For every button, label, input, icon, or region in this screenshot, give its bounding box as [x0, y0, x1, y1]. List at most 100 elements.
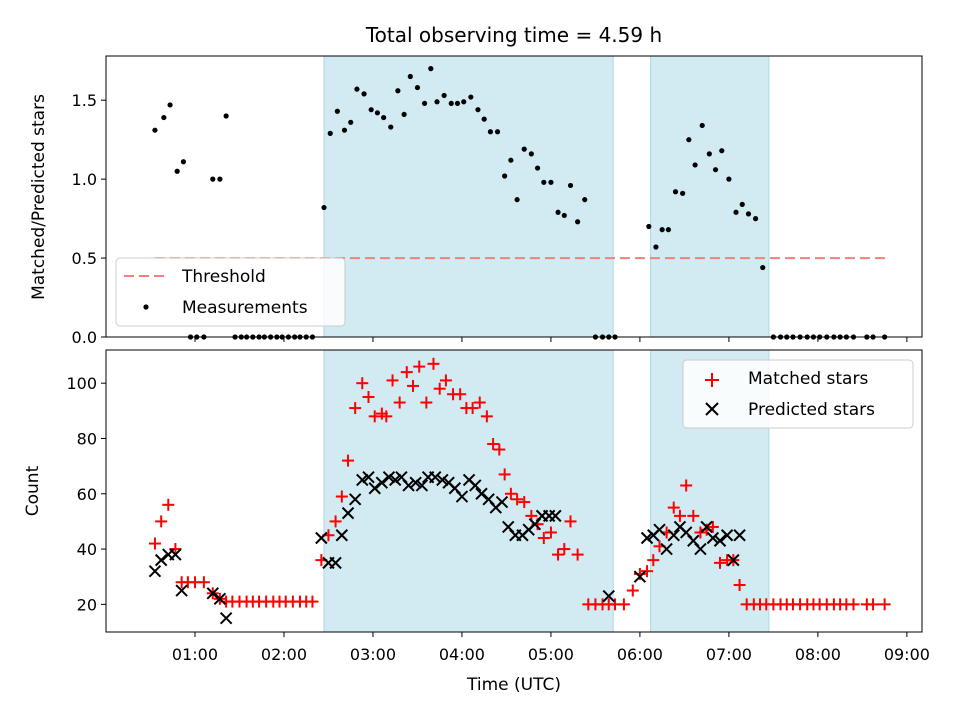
matched-star-point — [564, 515, 577, 528]
measurement-point — [541, 179, 547, 185]
matched-star-point — [680, 479, 693, 492]
predicted-star-point — [653, 523, 666, 536]
matched-star-point — [342, 454, 355, 467]
measurement-point — [374, 110, 381, 116]
measurement-point — [348, 119, 354, 125]
x-tick-label: 03:00 — [350, 645, 396, 664]
predicted-star-stroke — [395, 470, 408, 484]
matched-star-point — [306, 595, 319, 608]
matched-star-point — [420, 396, 433, 409]
predicted-star-point — [375, 476, 389, 489]
predicted-star-point — [469, 479, 482, 492]
measurement-point — [739, 201, 745, 207]
predicted-star-point — [341, 506, 355, 520]
predicted-star-stroke — [169, 548, 182, 561]
measurement-point — [361, 91, 367, 97]
measurement-point — [672, 189, 679, 195]
measurement-point — [441, 92, 447, 99]
measurement-points — [152, 66, 888, 340]
matched-star-point — [673, 509, 686, 522]
predicted-star-point — [660, 542, 673, 556]
matched-star-point — [511, 493, 524, 506]
measurement-point — [508, 157, 514, 163]
predicted-star-point — [348, 493, 362, 506]
matched-star-point — [362, 391, 375, 403]
matched-star-point — [847, 598, 860, 611]
measurement-point — [180, 159, 187, 165]
matched-star-point — [427, 357, 440, 370]
predicted-star-point — [154, 553, 168, 567]
y-tick-label: 80 — [77, 429, 97, 448]
measurement-point — [341, 127, 348, 133]
matched-star-point — [393, 396, 406, 409]
predicted-star-point — [213, 592, 227, 606]
legend-measurements-swatch — [143, 304, 149, 310]
matched-star-point — [687, 509, 700, 522]
predicted-star-stroke — [409, 476, 422, 489]
predicted-star-stroke — [455, 490, 469, 503]
predicted-star-point — [148, 564, 162, 578]
y-tick-label: 100 — [66, 374, 97, 393]
predicted-star-point — [409, 476, 422, 489]
measurement-point — [167, 102, 173, 108]
measurement-point — [354, 86, 360, 92]
measurement-point — [434, 99, 440, 105]
predicted-star-point — [368, 482, 381, 495]
predicted-star-stroke — [219, 611, 233, 625]
predicted-star-stroke — [475, 487, 488, 500]
predicted-star-stroke — [727, 553, 740, 567]
matched-star-point — [380, 410, 393, 423]
predicted-star-stroke — [341, 506, 355, 520]
measurement-point — [514, 197, 520, 203]
predicted-star-point — [206, 587, 219, 600]
bottom-x-ticks: 01:00 02:00 03:00 04:00 05:00 06:00 07:00 08:00… — [172, 632, 930, 664]
measurement-point — [454, 100, 461, 106]
predicted-star-stroke — [448, 482, 462, 495]
matched-star-point — [349, 402, 362, 415]
matched-star-point — [487, 438, 500, 450]
bottom-y-axis-label: Count — [23, 465, 43, 516]
x-tick-label: 09:00 — [884, 645, 930, 664]
predicted-star-point — [219, 611, 233, 625]
matched-star-point — [480, 410, 493, 423]
measurement-point — [719, 148, 725, 154]
matched-star-point — [335, 490, 348, 503]
matched-star-point — [356, 377, 369, 390]
matched-star-point — [617, 598, 630, 611]
measurement-point — [745, 211, 752, 217]
predicted-star-stroke — [442, 476, 455, 489]
x-axis-label: Time (UTC) — [466, 675, 561, 695]
predicted-star-stroke — [415, 479, 429, 492]
predicted-star-stroke — [375, 476, 389, 489]
predicted-star-point — [700, 520, 713, 534]
matched-star-point — [633, 567, 646, 580]
observing-band — [323, 55, 614, 338]
measurement-point — [414, 84, 421, 91]
top-legend-box — [115, 257, 346, 327]
matched-star-point — [878, 598, 891, 611]
matched-star-point — [386, 374, 399, 387]
measurement-point — [210, 176, 216, 182]
legend-measurements-label: Measurements — [182, 298, 308, 318]
top-plot-frame — [105, 55, 923, 338]
predicted-star-stroke — [368, 482, 381, 495]
predicted-star-stroke — [694, 542, 707, 556]
predicted-star-point — [175, 584, 188, 597]
predicted-star-stroke — [175, 584, 188, 597]
measurement-point — [223, 113, 229, 119]
predicted-star-point — [733, 529, 746, 542]
matched-star-point — [647, 554, 660, 567]
predicted-star-stroke — [462, 473, 476, 487]
measurement-point — [217, 176, 223, 182]
matched-star-point — [466, 402, 479, 415]
top-y-ticks: 0.0 0.5 1.0 1.5 — [72, 91, 106, 347]
predicted-star-point — [549, 509, 562, 523]
measurement-point — [659, 227, 665, 233]
predicted-star-stroke — [348, 493, 362, 506]
measurement-point — [653, 244, 659, 250]
y-tick-label: 40 — [77, 540, 97, 559]
matched-star-point — [626, 584, 639, 597]
y-tick-label: 0.0 — [72, 328, 97, 347]
bottom-y-ticks: 20 40 60 80 100 — [66, 374, 106, 614]
matched-star-point — [162, 498, 175, 511]
